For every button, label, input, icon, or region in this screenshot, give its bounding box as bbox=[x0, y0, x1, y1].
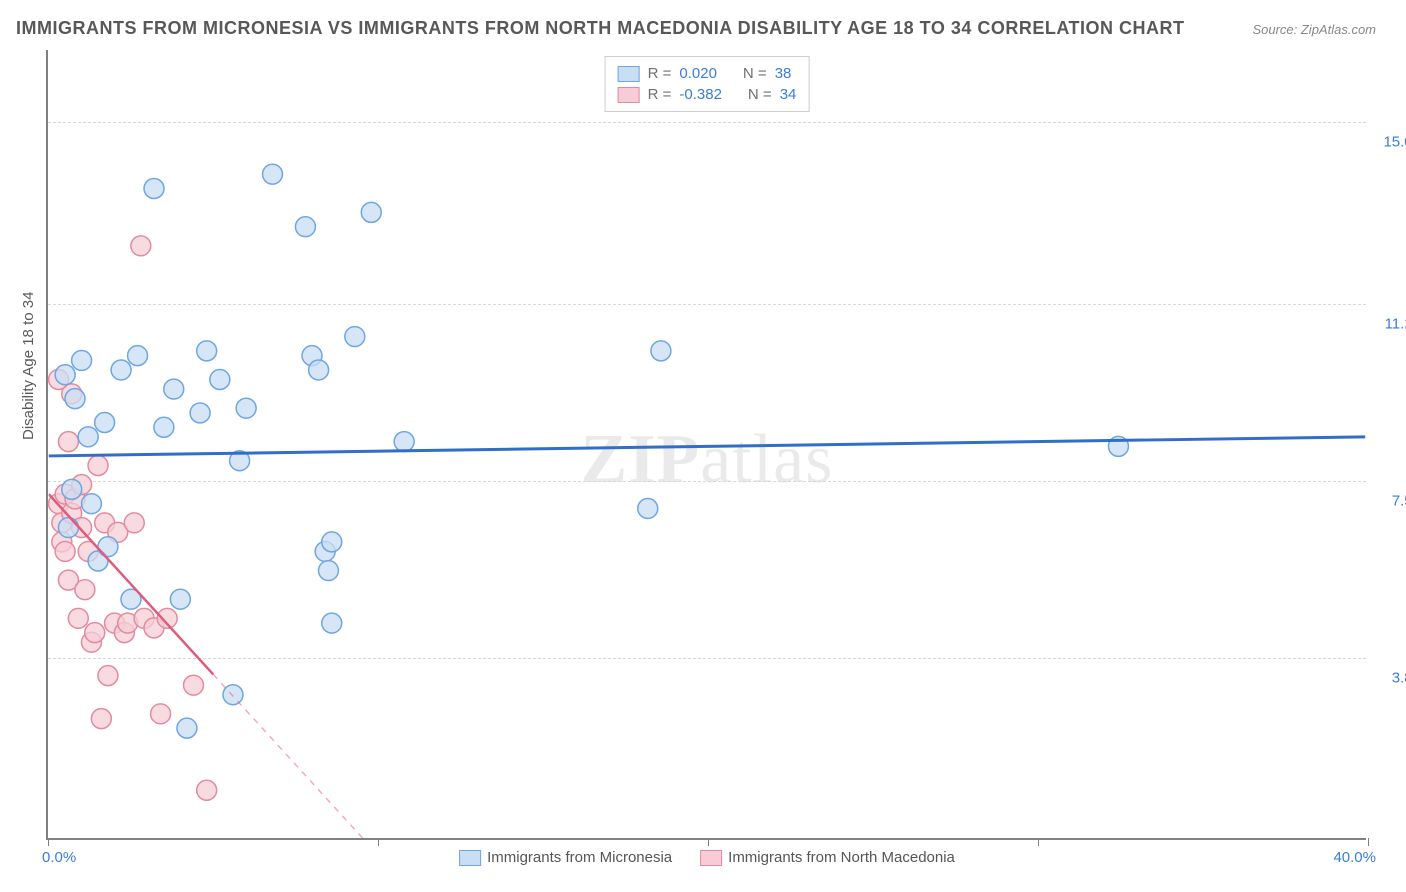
y-axis-label: Disability Age 18 to 34 bbox=[20, 292, 37, 440]
data-point bbox=[85, 623, 105, 643]
data-point bbox=[98, 537, 118, 557]
y-tick-label: 7.5% bbox=[1392, 492, 1406, 509]
data-point bbox=[144, 179, 164, 199]
legend-item-series-2: Immigrants from North Macedonia bbox=[700, 849, 955, 866]
data-point bbox=[263, 164, 283, 184]
data-point bbox=[170, 589, 190, 609]
data-point bbox=[65, 389, 85, 409]
trend-line bbox=[49, 437, 1366, 456]
legend-n-label: N = bbox=[743, 65, 767, 82]
legend-n-label: N = bbox=[748, 86, 772, 103]
legend-n-value-1: 38 bbox=[775, 65, 792, 82]
y-tick-label: 11.2% bbox=[1385, 315, 1406, 332]
data-point bbox=[164, 379, 184, 399]
legend-swatch-series-1 bbox=[459, 850, 481, 866]
data-point bbox=[184, 675, 204, 695]
data-point bbox=[295, 217, 315, 237]
x-axis-max: 40.0% bbox=[1333, 849, 1376, 866]
legend-row-series-2: R = -0.382 N = 34 bbox=[618, 84, 797, 105]
x-tick bbox=[48, 838, 49, 846]
data-point bbox=[81, 494, 101, 514]
chart-title: IMMIGRANTS FROM MICRONESIA VS IMMIGRANTS… bbox=[16, 18, 1185, 39]
source-label: Source: ZipAtlas.com bbox=[1252, 22, 1376, 37]
x-tick bbox=[1038, 838, 1039, 846]
legend-correlation: R = 0.020 N = 38 R = -0.382 N = 34 bbox=[605, 56, 810, 112]
y-tick-label: 3.8% bbox=[1392, 670, 1406, 687]
data-point bbox=[58, 518, 78, 538]
legend-r-value-2: -0.382 bbox=[679, 86, 722, 103]
data-point bbox=[58, 432, 78, 452]
legend-label-series-2: Immigrants from North Macedonia bbox=[728, 849, 955, 866]
data-point bbox=[151, 704, 171, 724]
data-point bbox=[318, 561, 338, 581]
data-point bbox=[177, 718, 197, 738]
legend-swatch-series-2 bbox=[618, 87, 640, 103]
data-point bbox=[55, 365, 75, 385]
x-tick bbox=[378, 838, 379, 846]
data-point bbox=[75, 580, 95, 600]
data-point bbox=[210, 370, 230, 390]
data-point bbox=[91, 709, 111, 729]
legend-r-label: R = bbox=[648, 86, 672, 103]
x-tick bbox=[708, 838, 709, 846]
data-point bbox=[322, 532, 342, 552]
data-point bbox=[78, 427, 98, 447]
legend-label-series-1: Immigrants from Micronesia bbox=[487, 849, 672, 866]
data-point bbox=[223, 685, 243, 705]
data-point bbox=[190, 403, 210, 423]
data-point bbox=[131, 236, 151, 256]
legend-swatch-series-2 bbox=[700, 850, 722, 866]
data-point bbox=[124, 513, 144, 533]
data-point bbox=[197, 341, 217, 361]
data-point bbox=[68, 608, 88, 628]
data-point bbox=[197, 780, 217, 800]
data-point bbox=[62, 479, 82, 499]
chart-area: ZIPatlas R = 0.020 N = 38 R = -0.382 N =… bbox=[46, 50, 1366, 840]
legend-row-series-1: R = 0.020 N = 38 bbox=[618, 63, 797, 84]
data-point bbox=[111, 360, 131, 380]
scatter-plot bbox=[48, 50, 1366, 838]
data-point bbox=[309, 360, 329, 380]
data-point bbox=[394, 432, 414, 452]
legend-n-value-2: 34 bbox=[780, 86, 797, 103]
data-point bbox=[128, 346, 148, 366]
data-point bbox=[55, 541, 75, 561]
data-point bbox=[154, 417, 174, 437]
legend-r-value-1: 0.020 bbox=[679, 65, 717, 82]
data-point bbox=[322, 613, 342, 633]
data-point bbox=[95, 413, 115, 433]
legend-swatch-series-1 bbox=[618, 66, 640, 82]
data-point bbox=[88, 456, 108, 476]
y-tick-label: 15.0% bbox=[1383, 133, 1406, 150]
legend-series: Immigrants from Micronesia Immigrants fr… bbox=[459, 849, 955, 866]
data-point bbox=[98, 666, 118, 686]
legend-item-series-1: Immigrants from Micronesia bbox=[459, 849, 672, 866]
data-point bbox=[651, 341, 671, 361]
data-point bbox=[236, 398, 256, 418]
data-point bbox=[72, 350, 92, 370]
x-tick bbox=[1368, 838, 1369, 846]
legend-r-label: R = bbox=[648, 65, 672, 82]
x-axis-min: 0.0% bbox=[42, 849, 76, 866]
data-point bbox=[345, 327, 365, 347]
data-point bbox=[361, 202, 381, 222]
data-point bbox=[638, 498, 658, 518]
